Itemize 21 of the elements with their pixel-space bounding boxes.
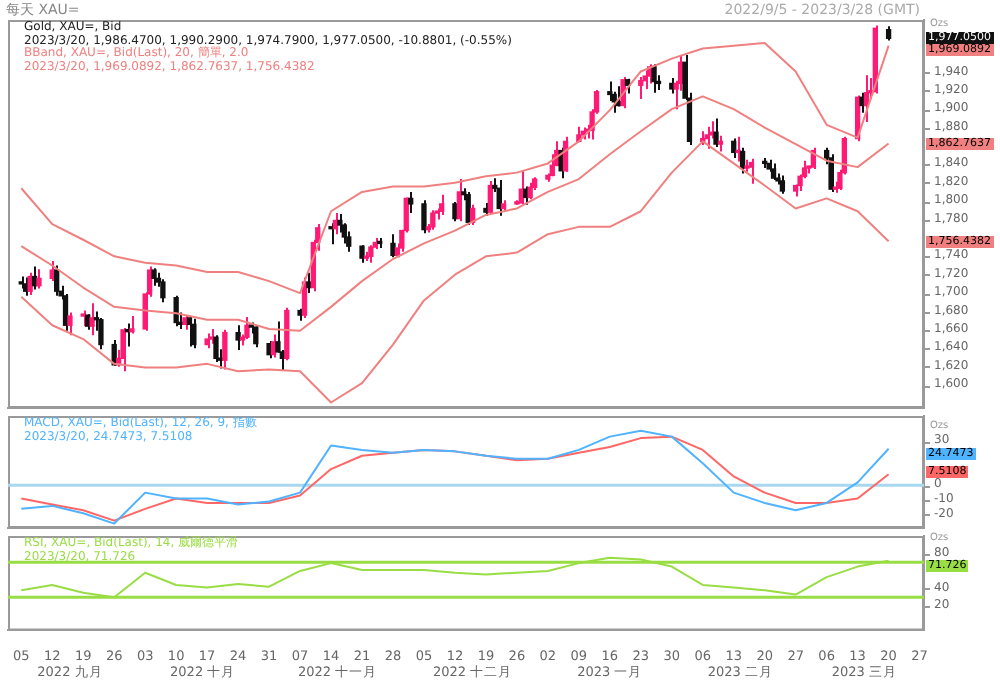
candlestick [439,193,445,216]
candlestick [346,230,352,253]
candlestick [421,199,427,235]
candlestick [244,315,250,341]
candlestick [173,294,179,328]
candlestick [36,268,42,290]
candlestick [430,209,436,231]
candlestick [54,264,60,297]
candlestick [452,201,458,223]
candlestick [828,153,834,193]
candlestick [390,233,396,259]
candlestick [160,278,166,304]
candlestick [456,178,463,223]
candlestick [306,271,312,295]
candlestick [638,76,644,101]
candlestick [651,63,657,94]
candlestick [191,317,197,350]
candlestick [98,316,104,351]
candlestick [27,271,33,296]
candlestick [408,190,414,215]
candlestick [235,324,241,352]
